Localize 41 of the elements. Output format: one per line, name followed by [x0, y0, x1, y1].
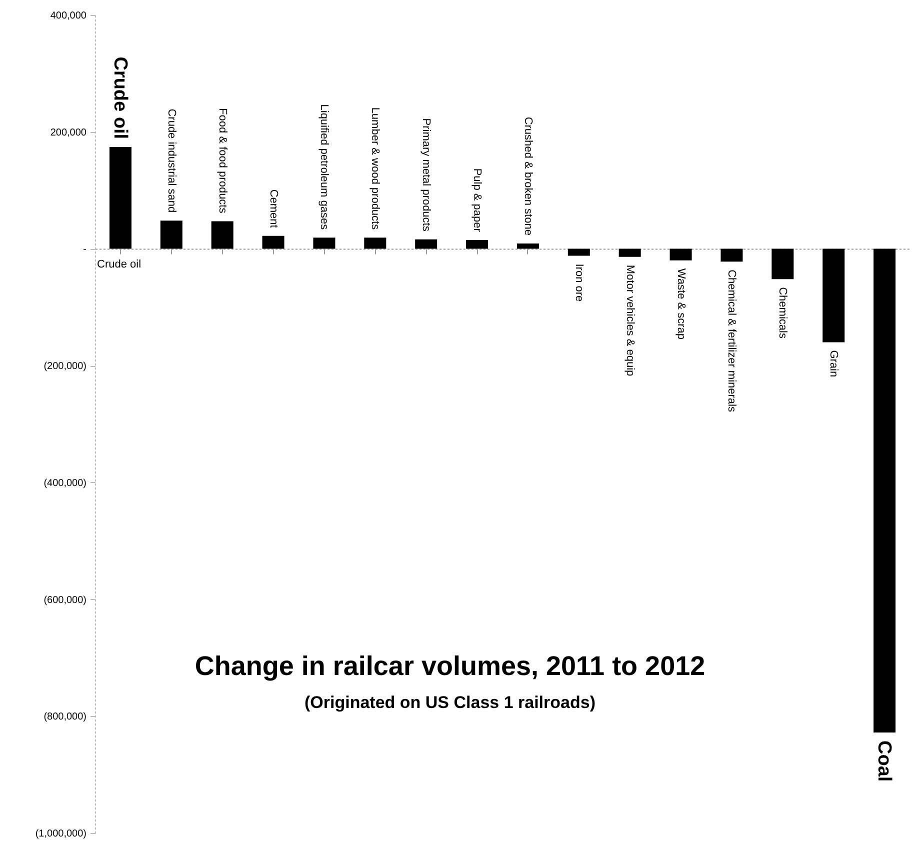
x-tick-label: Motor vehicles & equip — [624, 264, 636, 376]
bar — [670, 248, 692, 260]
y-tick-label: (200,000) — [44, 361, 86, 372]
y-tick-label: (800,000) — [44, 712, 86, 723]
y-tick-label: (1,000,000) — [35, 828, 86, 840]
bar — [618, 248, 641, 257]
bar — [313, 238, 336, 249]
text: (Originated on US Class 1 railroads) — [304, 693, 596, 712]
y-tick-label: (400,000) — [44, 478, 86, 489]
x-tick-label: Iron ore — [572, 264, 585, 302]
bar — [516, 243, 539, 249]
bar — [772, 248, 794, 280]
x-tick-label: Waste & scrap — [674, 268, 687, 340]
x-tick-label: Coal — [874, 740, 895, 782]
x-tick-label: Pulp & paper — [471, 168, 484, 232]
bar — [874, 248, 896, 733]
y-tick-label: 200,000 — [50, 127, 87, 138]
bar — [262, 236, 284, 249]
y-tick-label: (600,000) — [44, 594, 86, 606]
bar — [211, 221, 234, 249]
text: Change in railcar volumes, 2011 to 2012 — [194, 651, 706, 681]
x-tick-label: Cement — [267, 189, 280, 228]
bar — [364, 238, 386, 249]
x-tick-label: Food & food products — [216, 108, 228, 214]
y-tick-label: - — [83, 244, 86, 256]
bar — [568, 248, 590, 256]
x-tick-label: Crushed & broken stone — [522, 116, 534, 236]
x-tick-label: Chemical & fertilizer minerals — [726, 270, 738, 412]
x-tick-label: Chemicals — [776, 287, 789, 339]
x-tick-label: Grain — [828, 350, 840, 378]
bar — [822, 248, 845, 342]
x-tick-label: Primary metal products — [420, 118, 432, 232]
x-tick-label: Crude industrial sand — [165, 108, 178, 213]
bar — [109, 147, 132, 249]
x-tick-label: Lumber & wood products — [369, 107, 382, 230]
bar — [720, 248, 743, 262]
bar — [415, 239, 438, 249]
bar — [466, 240, 488, 249]
bar — [160, 220, 182, 249]
y-tick-label: 400,000 — [50, 10, 87, 22]
x-tick-label: Liquified petroleum gases — [318, 104, 330, 230]
